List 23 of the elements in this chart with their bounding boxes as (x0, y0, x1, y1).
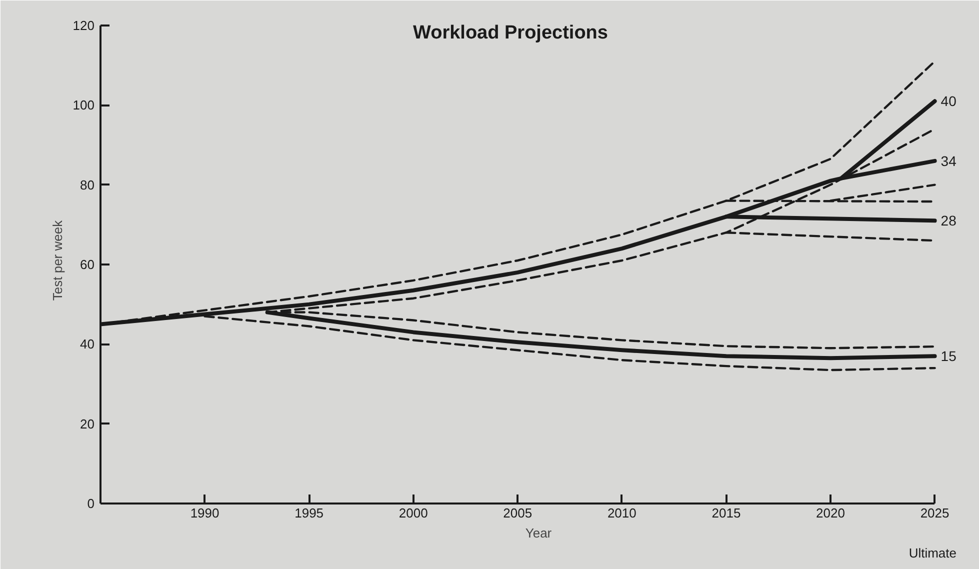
series-label: 34 (940, 152, 957, 169)
series-label: 15 (940, 348, 957, 364)
x-tick-label: 2000 (398, 506, 428, 520)
chart-title: Workload Projections (413, 22, 608, 44)
text: Ultimate (908, 546, 957, 560)
y-tick-label: 120 (72, 18, 95, 33)
x-tick-label: 2020 (816, 506, 845, 520)
y-tick-label: 40 (80, 336, 95, 352)
series-label: 28 (940, 212, 957, 229)
x-tick-label: 2010 (607, 506, 636, 520)
y-tick-label: 60 (80, 256, 95, 272)
y-tick-label: 80 (80, 177, 95, 192)
x-tick-label: 2015 (712, 506, 741, 520)
x-tick-label: 1995 (294, 506, 324, 520)
y-tick-label: 0 (87, 496, 95, 511)
x-tick-label: 1990 (190, 506, 220, 520)
x-tick-label: 2025 (920, 506, 950, 520)
y-tick-label: 100 (72, 98, 95, 113)
x-axis-title: Year (525, 526, 552, 540)
x-tick-label: 2005 (503, 506, 532, 520)
y-axis-title: Test per week (50, 220, 65, 301)
series-label: 40 (940, 93, 957, 110)
y-tick-label: 20 (80, 416, 95, 432)
